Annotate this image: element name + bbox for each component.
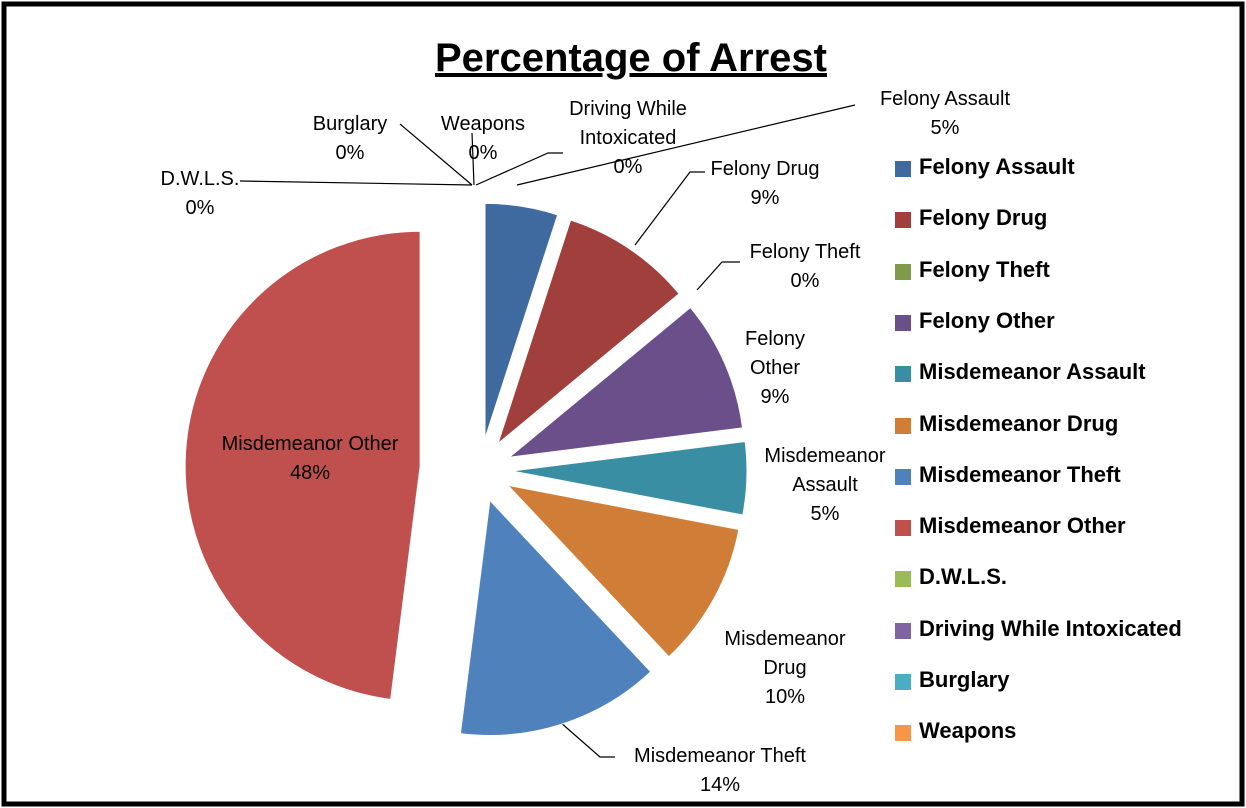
data-label: Misdemeanor Other 48% [180, 430, 440, 488]
leader-line [399, 123, 473, 186]
data-label-value: 5% [930, 117, 960, 139]
data-label: Felony Drug 9% [665, 155, 865, 213]
data-label: Weapons 0% [423, 110, 543, 168]
pie-slice [507, 306, 744, 459]
legend-entry: Felony Other [919, 308, 1055, 334]
data-label-value: 0% [468, 142, 498, 164]
leader-line [634, 171, 705, 246]
chart-title: Percentage of Arrest [435, 36, 827, 80]
data-label-name: D.W.L.S. [160, 168, 240, 190]
data-label-name: Felony Theft [749, 241, 861, 263]
legend-swatch [895, 468, 911, 485]
data-label-value: 14% [699, 774, 741, 796]
legend-label: Burglary [919, 667, 1010, 692]
legend-entry: Driving While Intoxicated [919, 616, 1182, 642]
data-label: Felony Theft 0% [705, 238, 905, 296]
data-label-name: Misdemeanor Assault [764, 445, 886, 496]
data-label-name: Misdemeanor Theft [634, 745, 806, 767]
data-label-name: Felony Drug [710, 158, 820, 180]
data-label-value: 9% [760, 386, 790, 408]
data-label: D.W.L.S. 0% [140, 165, 260, 223]
legend-entry: Felony Drug [919, 205, 1047, 231]
legend-swatch [895, 417, 911, 434]
data-label-value: 0% [613, 156, 643, 178]
legend-swatch [895, 622, 911, 639]
data-label-value: 9% [750, 187, 780, 209]
legend-swatch [895, 366, 911, 383]
data-label: Driving While Intoxicated 0% [553, 95, 703, 182]
legend-label: D.W.L.S. [919, 564, 1007, 590]
data-label-name: Felony Other [744, 328, 806, 379]
data-label: Burglary 0% [290, 110, 410, 168]
legend-entry: Weapons [919, 718, 1016, 744]
pie-slice [184, 230, 421, 700]
legend-swatch [895, 725, 911, 742]
legend-entry: Misdemeanor Drug [919, 411, 1118, 437]
legend-label: Misdemeanor Assault [919, 359, 1146, 385]
leader-line [475, 152, 563, 186]
data-label: Misdemeanor Theft 14% [590, 742, 850, 800]
data-label-value: 5% [810, 503, 840, 525]
legend-entry: Misdemeanor Assault [919, 359, 1146, 385]
pie-slice [459, 499, 652, 736]
legend-label: Felony Theft [919, 256, 1050, 282]
data-label: Felony Assault 5% [815, 85, 1075, 143]
legend-label: Felony Other [919, 307, 1055, 333]
legend-swatch [895, 571, 911, 588]
data-label-name: Misdemeanor Other [221, 433, 399, 455]
legend-entry: Burglary [919, 667, 1009, 693]
legend-swatch [895, 674, 911, 690]
data-label-name: Driving While Intoxicated [569, 98, 687, 149]
legend-entry: Misdemeanor Other [919, 513, 1126, 539]
leader-line [516, 104, 856, 186]
legend-entry: Felony Assault [919, 154, 1075, 180]
leader-lines [239, 104, 856, 758]
leader-line [696, 261, 740, 291]
data-label-value: 0% [185, 197, 215, 219]
legend-label: Weapons [919, 718, 1017, 744]
data-label: Misdemeanor Drug 10% [705, 625, 865, 712]
legend-entry: Felony Theft [919, 257, 1050, 283]
legend-label: Felony Assault [919, 154, 1075, 179]
pie-slice [504, 299, 686, 450]
leader-line [239, 180, 473, 186]
legend-label: Misdemeanor Drug [919, 410, 1119, 436]
data-label-name: Felony Assault [879, 88, 1011, 110]
legend-swatch [895, 520, 911, 537]
legend-swatch [895, 161, 911, 177]
data-label: Felony Other 9% [735, 325, 815, 412]
pie-slice [506, 484, 740, 658]
data-label: Misdemeanor Assault 5% [755, 442, 895, 529]
legend-swatch [895, 212, 911, 229]
leader-line [471, 132, 475, 186]
legend-label: Misdemeanor Other [919, 513, 1126, 539]
data-label-value: 10% [764, 686, 806, 708]
data-label-name: Weapons [440, 113, 526, 135]
legend-label: Driving While Intoxicated [919, 615, 1182, 641]
data-label-value: 48% [289, 462, 331, 484]
legend-label: Felony Drug [919, 205, 1048, 231]
legend-swatch [895, 314, 911, 331]
leader-line [559, 721, 615, 758]
legend-entry: Misdemeanor Theft [919, 462, 1121, 488]
legend-swatch [895, 263, 911, 280]
legend-entry: D.W.L.S. [919, 564, 1007, 590]
data-label-name: Misdemeanor Drug [724, 628, 846, 679]
pie-slice [496, 219, 680, 446]
data-label-value: 0% [790, 270, 820, 292]
data-label-name: Burglary [312, 113, 388, 135]
data-label-value: 0% [335, 142, 365, 164]
pie-slice [484, 202, 559, 439]
pie-slice [511, 440, 748, 516]
legend-label: Misdemeanor Theft [919, 461, 1121, 487]
